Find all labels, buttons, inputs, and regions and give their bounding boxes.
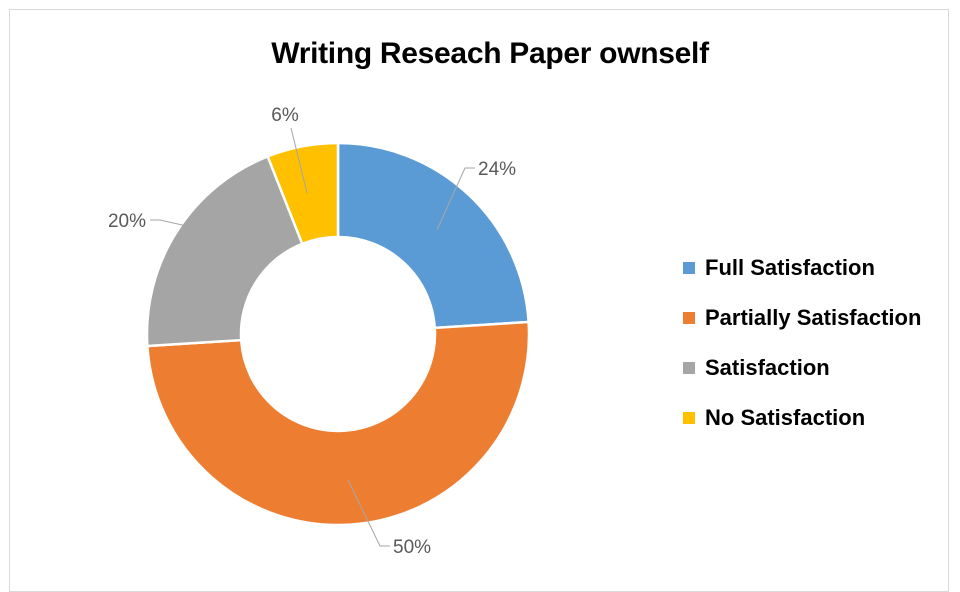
slice-full-satisfaction (336, 141, 530, 330)
legend-swatch (683, 362, 695, 374)
legend-item-satisfaction: Satisfaction (683, 343, 921, 393)
leader-line (347, 479, 390, 547)
leader-line (290, 127, 308, 194)
legend-item-partially-satisfaction: Partially Satisfaction (683, 293, 921, 343)
legend-label: No Satisfaction (705, 405, 866, 430)
legend-item-full-satisfaction: Full Satisfaction (683, 243, 921, 293)
legend-swatch (683, 262, 695, 274)
legend-swatch (683, 412, 695, 424)
slice-partially-satisfaction (146, 320, 531, 526)
chart-title: Writing Reseach Paper ownself (271, 37, 709, 70)
slice-no-satisfaction (266, 141, 340, 246)
data-label: 20% (108, 211, 146, 232)
leader-line (436, 167, 475, 231)
data-label: 6% (271, 105, 299, 126)
slice-satisfaction (145, 154, 304, 348)
legend-label: Satisfaction (705, 355, 830, 380)
legend-label: Full Satisfaction (705, 255, 875, 280)
leader-line (150, 219, 210, 232)
legend-item-no-satisfaction: No Satisfaction (683, 393, 921, 443)
legend-swatch (683, 312, 695, 324)
data-label: 24% (478, 159, 516, 180)
legend-label: Partially Satisfaction (705, 305, 922, 330)
data-label: 50% (393, 537, 431, 558)
legend: Full Satisfaction Partially Satisfaction… (683, 243, 921, 443)
